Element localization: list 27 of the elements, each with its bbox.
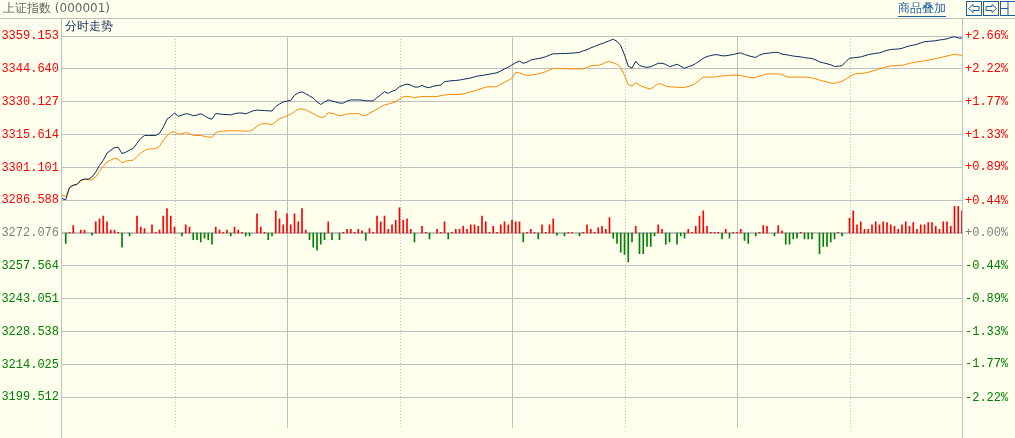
y2-tick-label: +1.77% [965, 95, 1010, 110]
y2-tick-label: +2.66% [965, 29, 1010, 44]
y2-tick-label: +0.89% [965, 160, 1010, 175]
y-tick-label: 3199.512 [1, 390, 59, 405]
text: 商品叠加 [898, 1, 946, 16]
y-tick-label: 3359.153 [1, 29, 59, 44]
y2-tick-label: +0.00% [965, 226, 1010, 241]
y2-tick-label: -2.22% [965, 390, 1010, 405]
y-tick-label: 3286.588 [1, 193, 59, 208]
y-tick-label: 3330.127 [1, 94, 59, 109]
y2-tick-label: -1.33% [965, 324, 1010, 339]
y-tick-label: 3228.538 [1, 324, 59, 339]
y-tick-label: 3243.051 [1, 291, 59, 306]
y-tick-label: 3315.614 [1, 127, 59, 142]
y-tick-label: 3214.025 [1, 357, 59, 372]
y-tick-label: 3344.640 [1, 62, 59, 77]
y2-tick-label: -0.44% [965, 258, 1010, 273]
y-tick-label: 3301.101 [1, 160, 59, 175]
y2-tick-label: +1.33% [965, 127, 1010, 142]
y2-tick-label: +0.44% [965, 193, 1010, 208]
y2-tick-label: +2.22% [965, 61, 1010, 76]
y-tick-label: 3257.564 [1, 259, 59, 274]
chart-subtitle: 分时走势 [65, 19, 113, 34]
chart-title: 上证指数 (000001) [3, 1, 110, 16]
y-tick-label: 3272.076 [1, 226, 59, 241]
y2-tick-label: -1.77% [965, 357, 1010, 372]
y2-tick-label: -0.89% [965, 292, 1010, 307]
